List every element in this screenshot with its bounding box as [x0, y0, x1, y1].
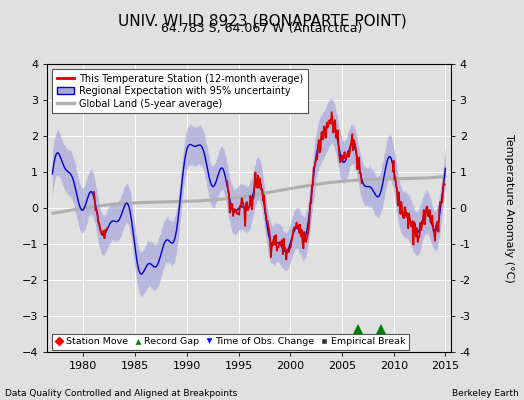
Text: Data Quality Controlled and Aligned at Breakpoints: Data Quality Controlled and Aligned at B… [5, 389, 237, 398]
Text: Temperature Anomaly (°C): Temperature Anomaly (°C) [504, 134, 514, 282]
Text: Berkeley Earth: Berkeley Earth [452, 389, 519, 398]
Text: 64.783 S, 64.067 W (Antarctica): 64.783 S, 64.067 W (Antarctica) [161, 22, 363, 35]
Legend: Station Move, Record Gap, Time of Obs. Change, Empirical Break: Station Move, Record Gap, Time of Obs. C… [52, 334, 409, 350]
Text: UNIV. WI ID 8923 (BONAPARTE POINT): UNIV. WI ID 8923 (BONAPARTE POINT) [117, 14, 407, 29]
